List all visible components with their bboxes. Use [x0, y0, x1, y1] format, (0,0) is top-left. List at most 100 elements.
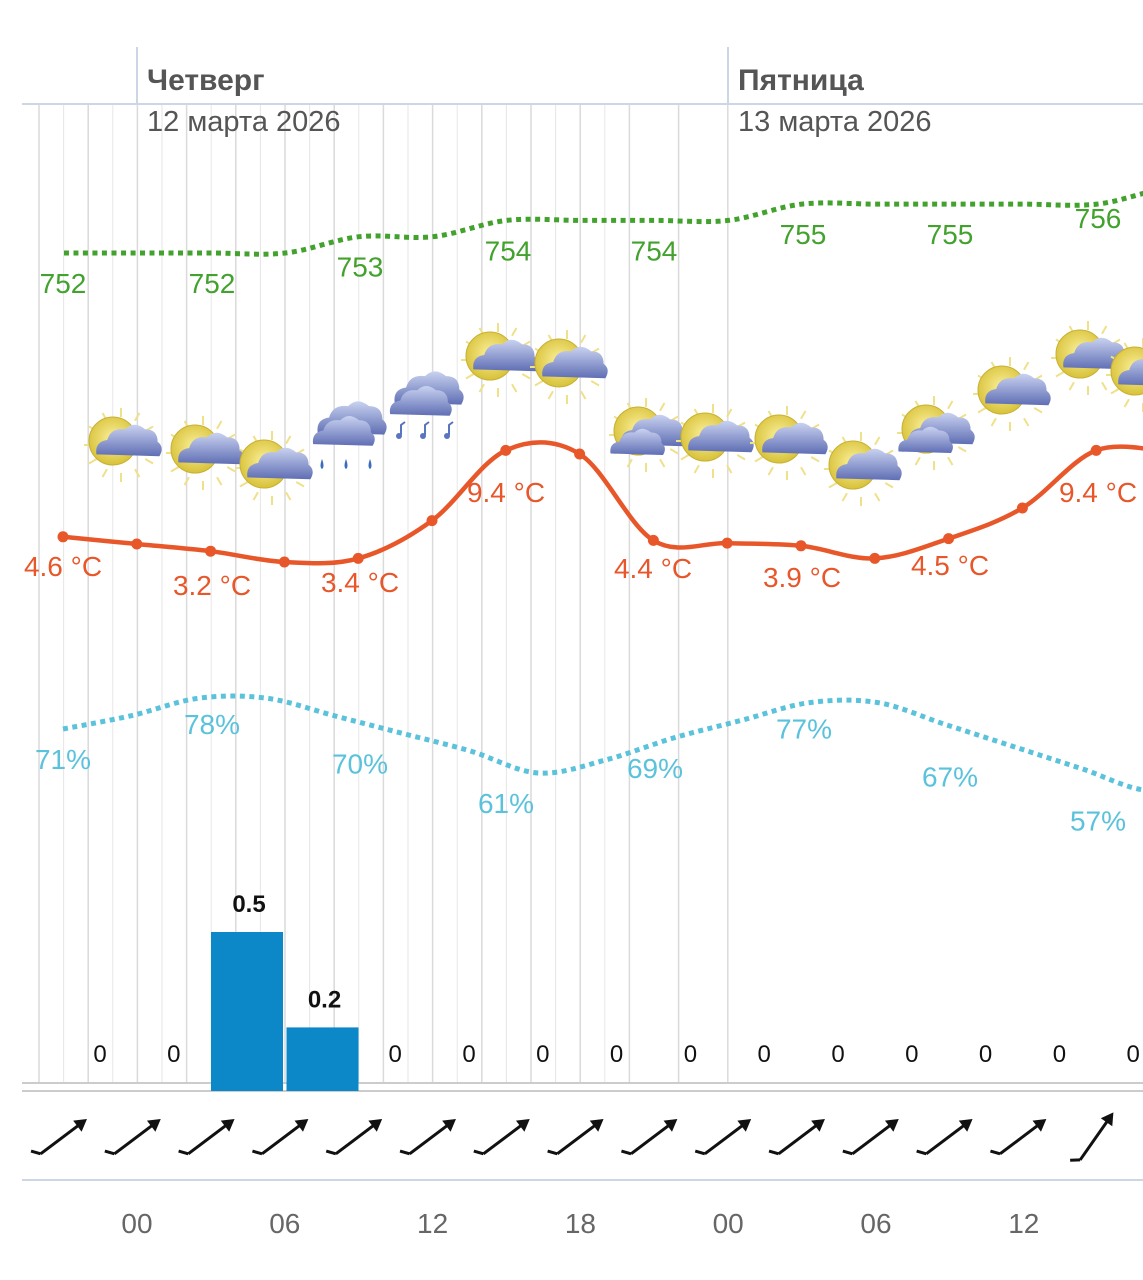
time-label: 00 — [121, 1208, 152, 1239]
humidity-label: 77% — [776, 714, 832, 745]
wind-shaft — [556, 1121, 600, 1156]
sun-ray — [957, 446, 967, 453]
pressure-label: 754 — [485, 235, 532, 266]
wind-arrow-icon — [104, 1118, 161, 1156]
humidity-label: 67% — [922, 762, 978, 793]
sun-ray — [1033, 407, 1043, 414]
sun-ray — [511, 383, 518, 393]
wind-shaft — [39, 1121, 84, 1156]
temperature-label: 3.2 °C — [173, 570, 251, 601]
humidity-line — [62, 693, 1143, 793]
sun-ray — [580, 390, 587, 400]
sun-ray — [1110, 388, 1120, 395]
sun-ray — [659, 458, 666, 468]
pressure-label: 756 — [1075, 203, 1122, 234]
rain-drop — [320, 459, 324, 469]
wind-arrow-icon — [768, 1118, 825, 1156]
wind-row — [22, 1112, 1143, 1181]
precip-label: 0 — [979, 1041, 992, 1068]
sun-cloud-icon — [166, 416, 244, 490]
wind-shaft — [187, 1121, 231, 1156]
temperature-point — [352, 552, 364, 564]
sun-ray — [144, 458, 154, 465]
precip-label: 0 — [1127, 1041, 1140, 1068]
precip-label: 0 — [1053, 1041, 1066, 1068]
precip-label: 0 — [758, 1041, 771, 1068]
wind-shaft — [482, 1121, 526, 1156]
temperature-point — [1016, 502, 1028, 514]
wind-head — [294, 1118, 309, 1132]
wind-tail — [178, 1149, 189, 1156]
pressure-label: 755 — [927, 219, 974, 250]
day-name: Четверг — [147, 64, 265, 97]
temperature-point — [205, 545, 217, 557]
precip-label: 0 — [389, 1041, 402, 1068]
snow-drop — [424, 421, 430, 435]
wind-shaft — [999, 1121, 1043, 1156]
humidity-label: 69% — [627, 753, 683, 784]
wind-tail — [1070, 1158, 1081, 1162]
sun-ray — [134, 468, 141, 478]
pressure-label: 755 — [780, 219, 827, 250]
wind-head — [146, 1118, 161, 1132]
temperature-line — [62, 440, 1143, 566]
humidity-label: 78% — [184, 709, 240, 740]
time-axis: 00 06 12 18 00 06 12 — [121, 1208, 1039, 1239]
sun-ray — [680, 454, 690, 461]
wind-head — [1100, 1112, 1114, 1127]
wind-shaft — [630, 1121, 674, 1156]
wind-head — [1032, 1118, 1047, 1132]
sun-ray — [1023, 361, 1030, 371]
wind-head — [73, 1118, 87, 1132]
temperature-point — [57, 531, 69, 543]
wind-head — [958, 1118, 973, 1132]
sun-ray — [547, 390, 554, 400]
day-headers: Четверг 12 марта 2026 Пятница 13 марта 2026 — [22, 47, 1143, 138]
wind-arrow-icon — [990, 1118, 1047, 1156]
sun-cloud-icon — [676, 404, 754, 478]
sun-ray — [239, 481, 249, 488]
sun-ray — [841, 492, 848, 502]
sun-cloud-icon — [973, 357, 1051, 431]
wind-head — [442, 1118, 456, 1132]
wind-arrow-icon — [178, 1118, 235, 1156]
sun-ray — [1023, 417, 1030, 427]
wind-arrow-icon — [621, 1118, 678, 1156]
temperature-point — [574, 448, 586, 460]
wind-arrow-icon — [30, 1118, 87, 1156]
wind-tail — [990, 1149, 1001, 1156]
sun-cloud-icon — [750, 406, 828, 480]
sun-ray — [693, 464, 700, 474]
temperature-label: 3.9 °C — [763, 562, 841, 593]
wind-head — [589, 1118, 604, 1132]
wind-shaft — [113, 1121, 157, 1156]
sun-ray — [659, 402, 666, 412]
sun-ray — [1055, 371, 1065, 378]
sun-ray — [580, 334, 587, 344]
sun-ray — [285, 435, 292, 445]
precip-bar — [286, 1027, 359, 1091]
wind-tail — [473, 1149, 484, 1156]
precip-label: 0 — [462, 1041, 475, 1068]
precip-label: 0 — [905, 1041, 918, 1068]
temperature-label: 4.4 °C — [614, 553, 692, 584]
pressure-label: 752 — [189, 268, 236, 299]
sun-ray — [990, 417, 997, 427]
temperature-label: 4.6 °C — [24, 551, 102, 582]
sun-ray — [170, 466, 180, 473]
wind-arrow-icon — [325, 1118, 383, 1156]
wind-tail — [104, 1149, 115, 1156]
sun-ray — [1068, 381, 1075, 391]
wind-tail — [694, 1149, 706, 1156]
sun-ray — [1101, 325, 1108, 335]
temperature-point — [721, 537, 733, 549]
sun-cloud-icon — [1106, 338, 1143, 412]
wind-tail — [547, 1149, 558, 1156]
sun-ray — [521, 373, 531, 380]
humidity-label: 71% — [35, 744, 91, 775]
wind-tail — [325, 1149, 337, 1156]
snow-drop-dot — [444, 433, 450, 439]
humidity-label: 70% — [332, 748, 388, 779]
wind-head — [811, 1118, 825, 1132]
